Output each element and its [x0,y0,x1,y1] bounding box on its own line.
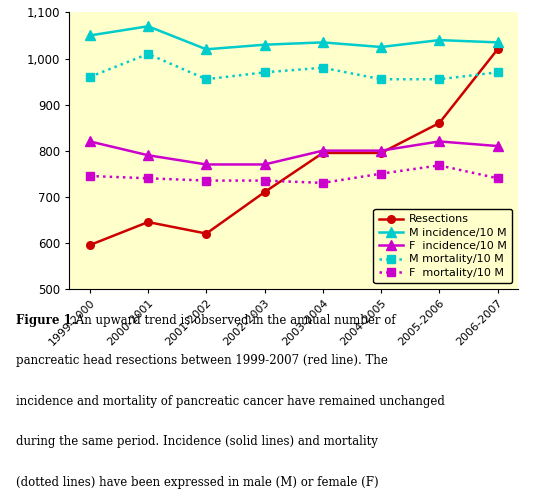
Text: during the same period. Incidence (solid lines) and mortality: during the same period. Incidence (solid… [16,435,378,448]
Text: An upward trend is observed in the annual number of: An upward trend is observed in the annua… [73,314,396,327]
Text: Figure 1. An upward trend is observed in the annual number of pancreatic head re: Figure 1. An upward trend is observed in… [0,497,1,498]
Text: pancreatic head resections between 1999-2007 (red line). The: pancreatic head resections between 1999-… [16,354,388,368]
Text: (dotted lines) have been expressed in male (M) or female (F): (dotted lines) have been expressed in ma… [16,476,379,489]
Text: incidence and mortality of pancreatic cancer have remained unchanged: incidence and mortality of pancreatic ca… [16,395,445,408]
Text: Figure 1.: Figure 1. [16,314,76,327]
Legend: Resections, M incidence/10 M, F  incidence/10 M, M mortality/10 M, F  mortality/: Resections, M incidence/10 M, F incidenc… [373,209,513,283]
